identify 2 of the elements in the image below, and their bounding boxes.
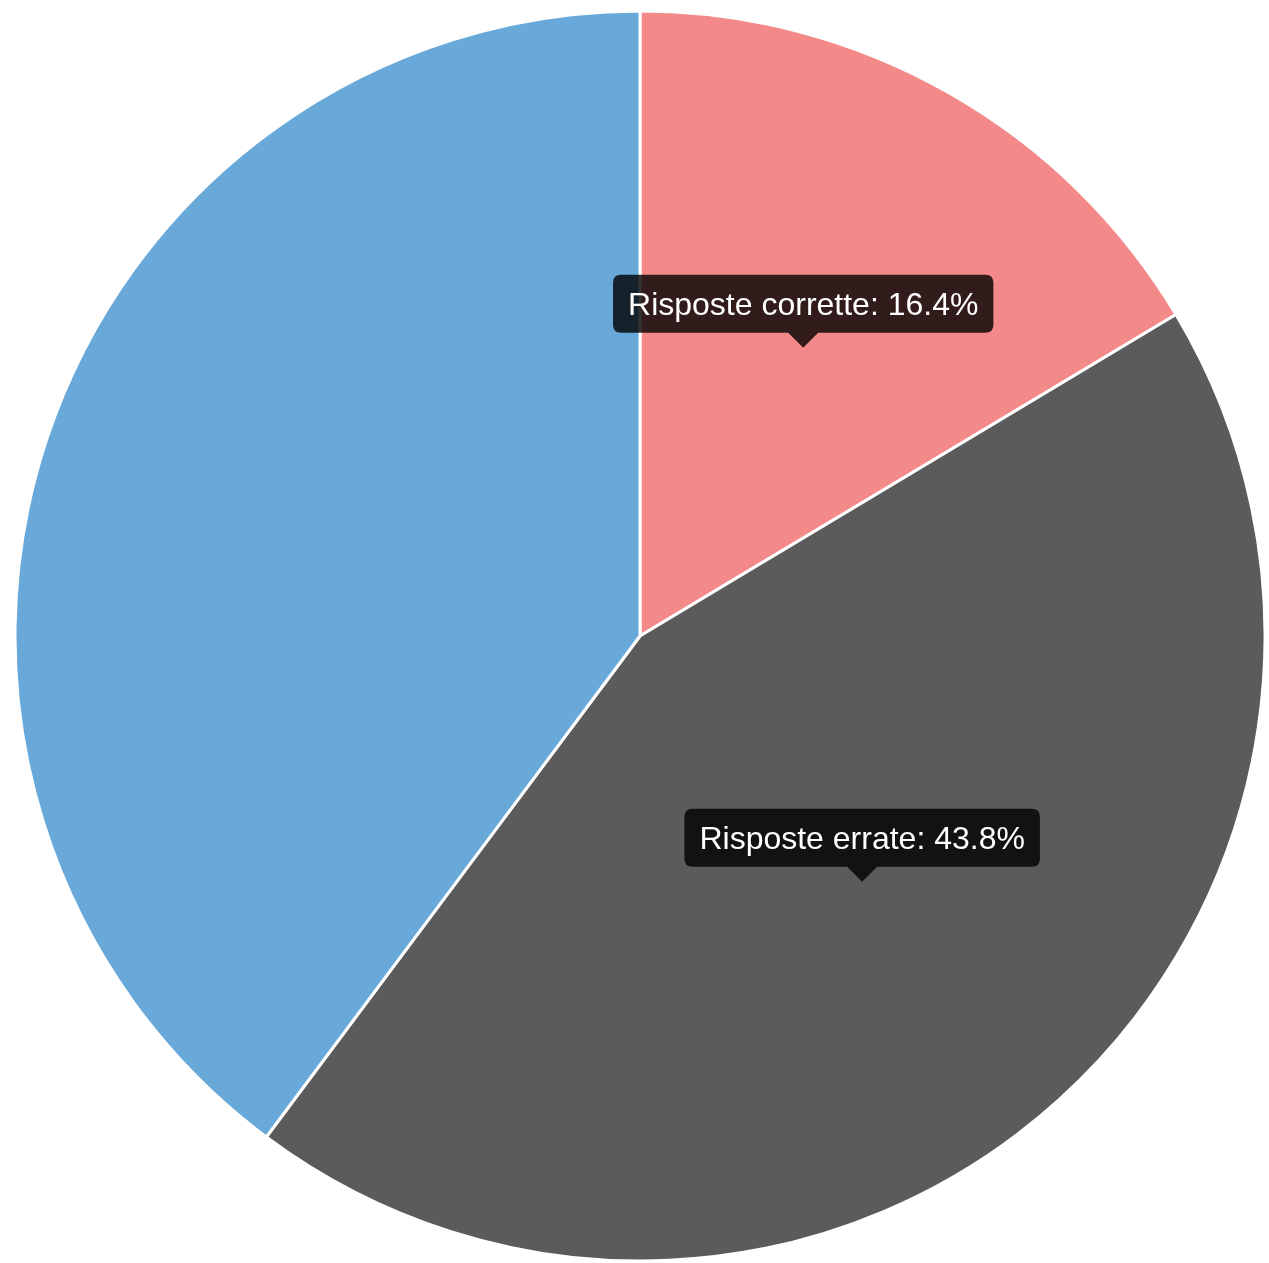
slice-label: Risposte errate: 43.8% [699,819,1025,856]
slice-label: Risposte corrette: 16.4% [628,285,979,322]
